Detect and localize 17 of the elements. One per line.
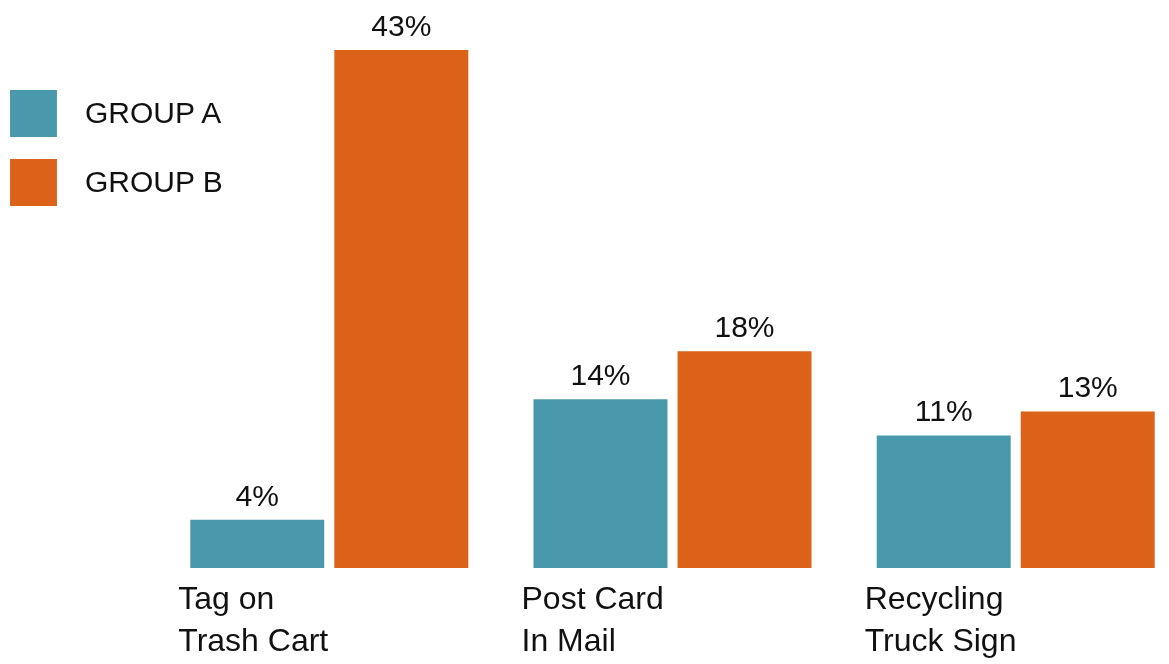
data-label: 43% — [371, 9, 432, 42]
legend-label: GROUP B — [85, 164, 223, 198]
bar — [677, 351, 812, 568]
legend-label: GROUP A — [85, 95, 222, 129]
x-tick-label: Tag on Trash Cart — [178, 580, 329, 658]
bar — [1020, 411, 1155, 568]
bar — [334, 50, 469, 568]
data-label: 14% — [570, 358, 631, 392]
bar — [533, 399, 668, 568]
data-label: 13% — [1057, 370, 1118, 404]
x-tick-label: Post Card In Mail — [521, 580, 664, 658]
data-label: 11% — [914, 394, 973, 428]
data-label: 4% — [235, 478, 279, 512]
bar — [190, 519, 325, 568]
data-label: 18% — [714, 310, 775, 344]
x-tick-label: Recycling Truck Sign — [864, 580, 1017, 658]
bar — [876, 435, 1011, 568]
